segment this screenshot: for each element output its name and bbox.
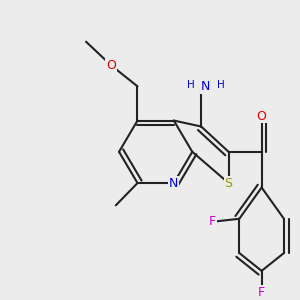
Text: O: O — [257, 110, 267, 123]
Text: O: O — [106, 59, 116, 72]
Text: N: N — [169, 177, 178, 190]
Text: O: O — [257, 110, 267, 123]
Text: N: N — [201, 80, 210, 93]
Text: F: F — [258, 286, 265, 299]
Text: S: S — [225, 177, 232, 190]
Text: H: H — [217, 80, 224, 90]
Text: F: F — [209, 215, 216, 228]
Text: H: H — [188, 80, 195, 90]
